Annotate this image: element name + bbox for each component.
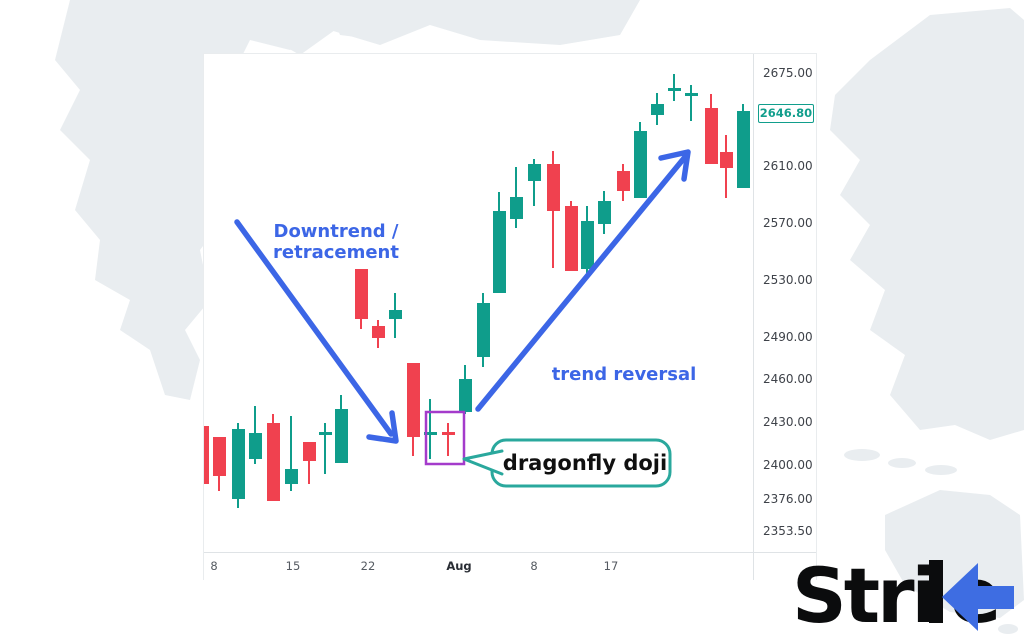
candle-body — [231, 428, 245, 499]
logo-arrow-icon — [942, 563, 1014, 631]
candlestick-chart-panel: 2646.80 2675.00 2610.00 2570.00 2530.00 2490… — [203, 53, 817, 580]
callout-tail — [462, 449, 504, 476]
candle-wick — [429, 398, 431, 459]
price-axis-label: 2400.00 — [763, 457, 813, 472]
downtrend-arrow-shaft — [234, 219, 394, 437]
candle-body — [204, 425, 209, 485]
candle-body — [284, 468, 298, 485]
candle-wick — [324, 423, 326, 475]
logo-text-stri: Stri — [792, 551, 935, 640]
candle-body — [248, 432, 262, 459]
time-axis: 8 15 22 Aug 8 17 — [204, 552, 816, 580]
chart-plot-area — [204, 54, 753, 552]
price-axis-label: 2490.00 — [763, 329, 813, 344]
price-axis-label: 2530.00 — [763, 272, 813, 287]
candle-wick — [690, 85, 692, 121]
candle-body — [564, 206, 578, 271]
candle-body — [302, 441, 316, 462]
candle-body — [318, 431, 332, 435]
candle-body — [650, 103, 664, 116]
dragonfly-doji-candle — [441, 431, 455, 435]
price-axis-label: 2460.00 — [763, 372, 813, 387]
candle-body — [423, 431, 437, 435]
reversal-arrow-head — [658, 149, 691, 182]
time-axis-label: 22 — [360, 559, 376, 573]
time-axis-label: 8 — [530, 559, 538, 573]
candle-body — [736, 111, 750, 188]
reversal-arrow-shaft — [475, 154, 688, 412]
price-axis: 2646.80 2675.00 2610.00 2570.00 2530.00 2490… — [753, 54, 817, 552]
candle-body — [719, 152, 733, 168]
trend-reversal-label: trend reversal — [552, 364, 697, 385]
candle-wick — [308, 441, 310, 485]
price-axis-label: 2430.00 — [763, 415, 813, 430]
candle-body — [371, 326, 385, 338]
logo-k-stem — [929, 560, 943, 623]
price-axis-label: 2376.00 — [763, 491, 813, 506]
downtrend-arrow-head — [366, 410, 399, 444]
candle-wick — [533, 159, 535, 207]
candle-body — [527, 163, 541, 181]
downtrend-label-line1: Downtrend / — [274, 221, 399, 242]
candle-body — [509, 196, 523, 220]
candle-body — [667, 88, 681, 92]
candle-body — [704, 108, 718, 164]
current-price-tag: 2646.80 — [758, 104, 814, 124]
candle-body — [388, 310, 402, 320]
candle-body — [354, 269, 368, 320]
doji-highlight-box — [424, 410, 466, 466]
candle-body — [580, 220, 594, 270]
price-axis-label: 2675.00 — [763, 66, 813, 80]
candle-wick — [290, 415, 292, 492]
candle-body — [684, 92, 698, 96]
candle-body — [597, 200, 611, 224]
downtrend-label-line2: retracement — [273, 242, 399, 263]
candle-body — [546, 163, 560, 211]
candle-wick — [447, 423, 449, 456]
candle-body — [616, 170, 630, 191]
candle-wick — [673, 74, 675, 102]
candle-body — [476, 303, 490, 358]
time-axis-label: 17 — [603, 559, 619, 573]
candle-body — [334, 408, 348, 463]
price-axis-label: 2570.00 — [763, 215, 813, 230]
time-axis-label: Aug — [446, 559, 472, 573]
price-axis-label: 2610.00 — [763, 158, 813, 173]
callout-label: dragonfly doji — [503, 451, 667, 475]
candle-body — [406, 363, 420, 438]
candle-body — [492, 210, 506, 294]
price-axis-label: 2353.50 — [763, 524, 813, 538]
candle-body — [266, 423, 280, 502]
candle-body — [633, 130, 647, 198]
candle-body — [458, 378, 472, 412]
candle-body — [212, 437, 226, 476]
time-axis-label: 15 — [285, 559, 301, 573]
time-axis-label: 8 — [210, 559, 218, 573]
axis-separator — [753, 553, 754, 580]
